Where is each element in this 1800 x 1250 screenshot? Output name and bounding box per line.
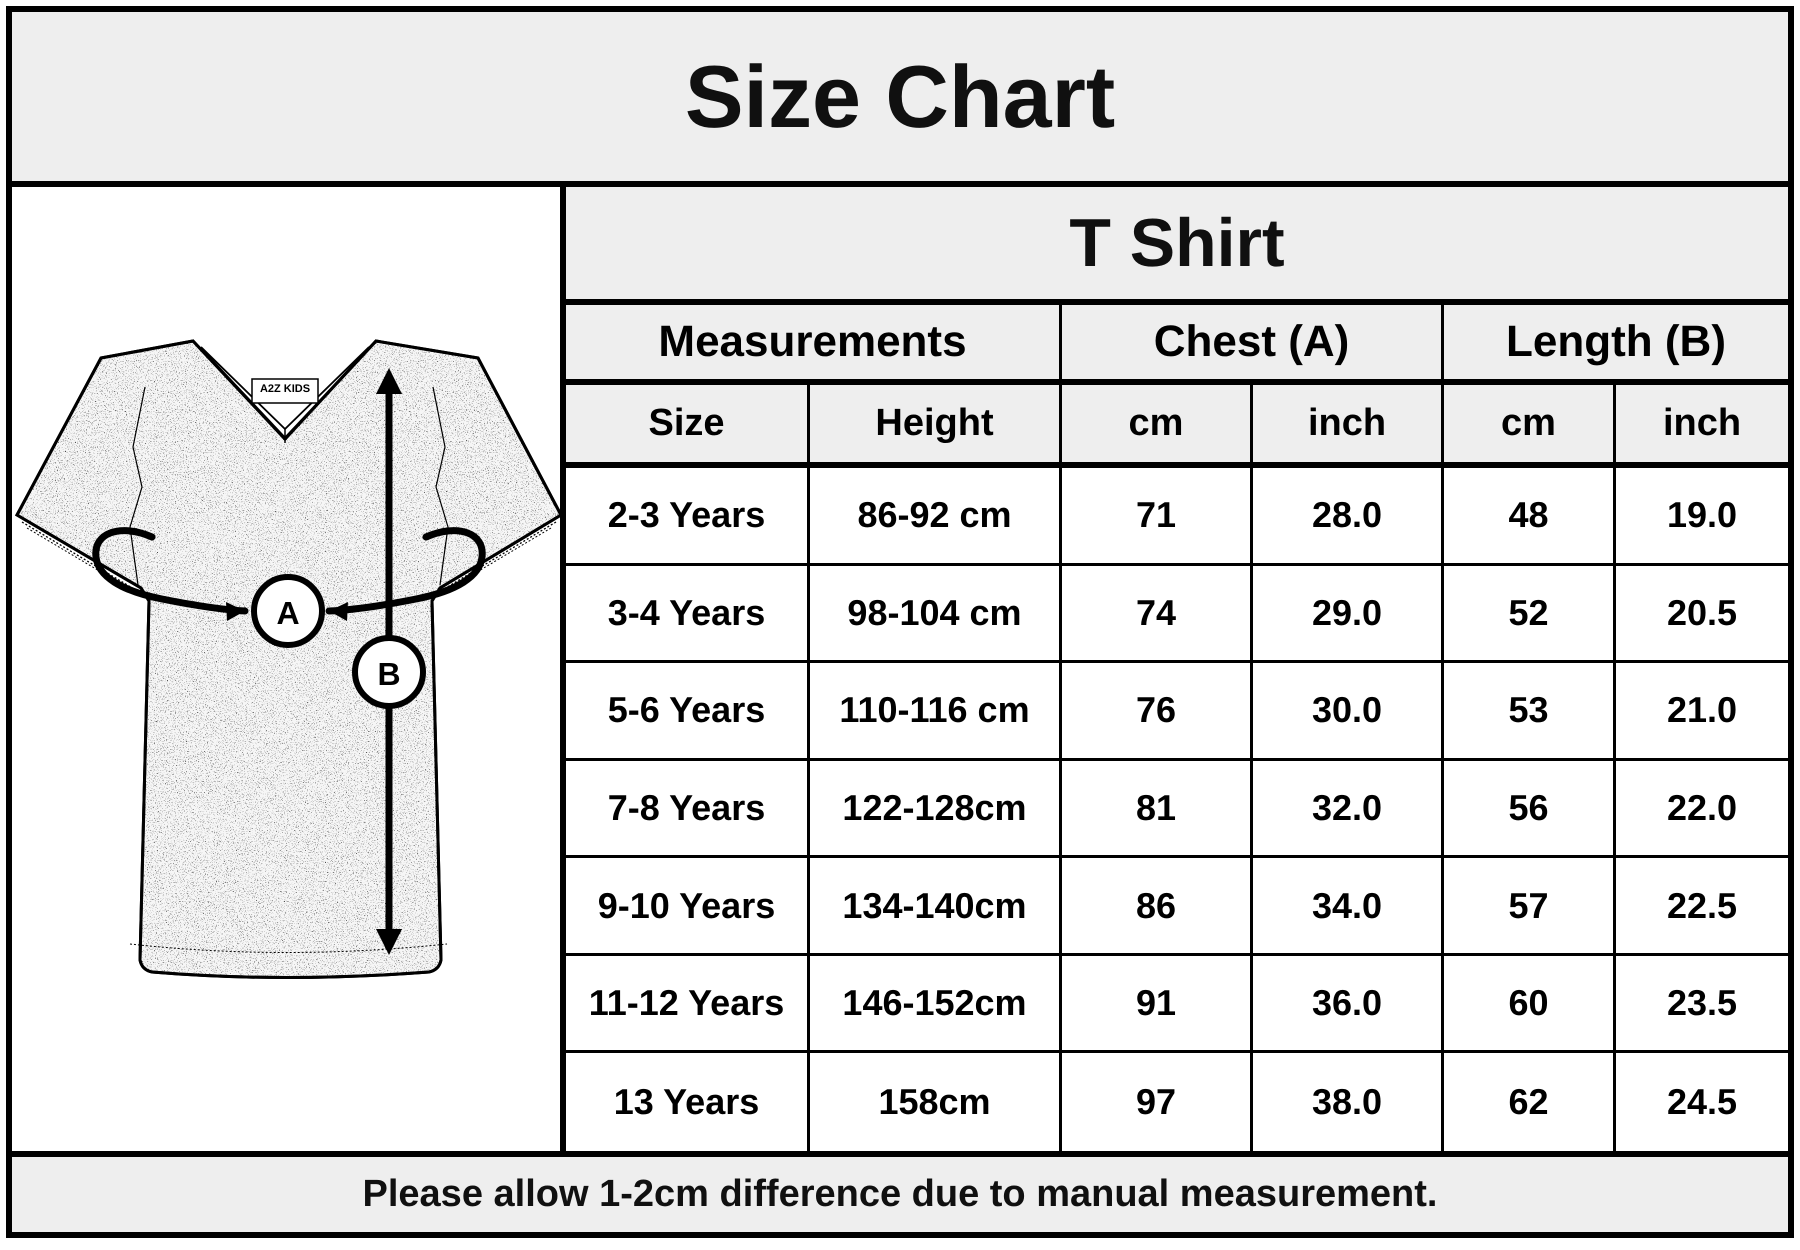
svg-text:A: A [276,595,299,631]
svg-text:B: B [377,656,400,692]
svg-text:A2Z KIDS: A2Z KIDS [260,382,310,395]
